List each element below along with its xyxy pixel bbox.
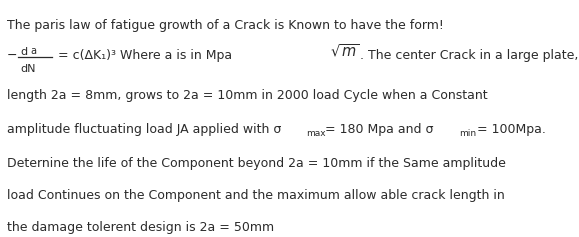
Text: a: a: [30, 46, 36, 56]
Text: d: d: [20, 47, 27, 57]
Text: The paris law of fatigue growth of a Crack is Known to have the form!: The paris law of fatigue growth of a Cra…: [7, 19, 444, 32]
Text: . The center Crack in a large plate, initially of: . The center Crack in a large plate, ini…: [360, 49, 579, 61]
Text: the damage tolerent design is 2a = 50mm: the damage tolerent design is 2a = 50mm: [7, 221, 274, 234]
Text: min: min: [459, 129, 476, 138]
Text: load Continues on the Component and the maximum allow able crack length in: load Continues on the Component and the …: [7, 189, 505, 202]
Text: = 100Mpa.: = 100Mpa.: [477, 123, 546, 136]
Text: −: −: [7, 49, 17, 61]
Text: Deternine the life of the Component beyond 2a = 10mm if the Same amplitude: Deternine the life of the Component beyo…: [7, 157, 506, 170]
Text: dN: dN: [20, 64, 35, 74]
Text: max: max: [306, 129, 325, 138]
Text: = c(ΔK₁)³ Where a is in Mpa: = c(ΔK₁)³ Where a is in Mpa: [58, 49, 232, 61]
Text: amplitude fluctuating load JA applied with σ: amplitude fluctuating load JA applied wi…: [7, 123, 281, 136]
Text: length 2a = 8mm, grows to 2a = 10mm in 2000 load Cycle when a Constant: length 2a = 8mm, grows to 2a = 10mm in 2…: [7, 89, 488, 102]
Text: $\sqrt{m}$: $\sqrt{m}$: [330, 43, 359, 60]
Text: = 180 Mpa and σ: = 180 Mpa and σ: [325, 123, 434, 136]
